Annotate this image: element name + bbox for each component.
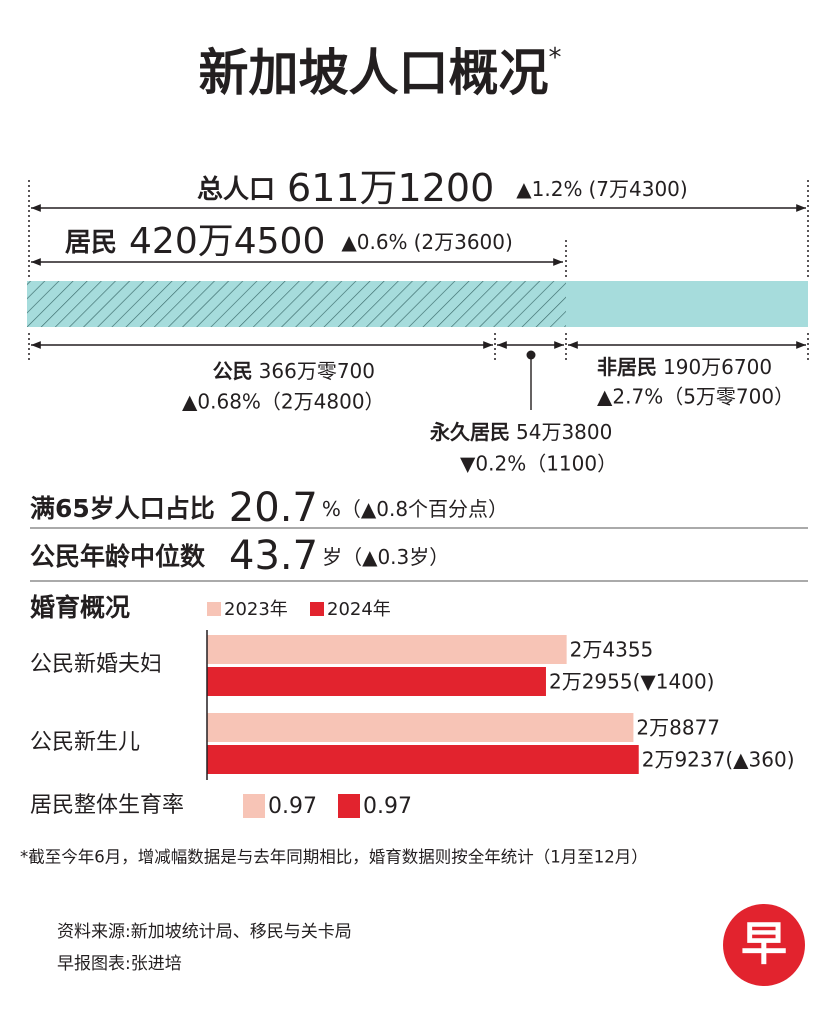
bar (207, 745, 639, 774)
change: ▲1.2% (516, 177, 582, 201)
label: 公民年龄中位数 (30, 542, 206, 571)
value-label-group: 2万9237(▲360) (642, 747, 795, 771)
value: 366万零700 (259, 359, 375, 383)
change-abs: (7万4300) (588, 177, 687, 201)
fertility-value: 0.97 (268, 794, 317, 819)
non-residents: 非居民 190万6700 (597, 355, 772, 379)
legend-swatch (310, 602, 324, 616)
label: 公民 (213, 359, 253, 383)
legend-swatch (207, 602, 221, 616)
label: 总人口 (197, 175, 275, 205)
permanent-residents: 永久居民 54万3800 (429, 420, 612, 444)
pr-change: ▼0.2%（1100） (460, 452, 617, 476)
title: 新加坡人口概况* (199, 43, 562, 102)
value-label: 2万8877 (636, 715, 720, 739)
title-mark: * (549, 43, 562, 73)
legend-label: 2023年 (224, 599, 288, 620)
label: 满65岁人口占比 (30, 494, 215, 523)
median-row: 公民年龄中位数 43.7 岁（▲0.3岁） (30, 533, 449, 579)
value-label-group: 2万2955(▼1400) (549, 669, 715, 693)
value-label: 2万9237 (642, 747, 726, 771)
footnote: *截至今年6月，增减幅数据是与去年同期相比，婚育数据则按全年统计（1月至12月） (20, 848, 648, 867)
value: 190万6700 (663, 355, 772, 379)
label: 居民 (65, 228, 117, 258)
logo-circle (723, 904, 805, 986)
change: ▲0.6% (341, 230, 407, 254)
citizens-change: ▲0.68%（2万4800） (182, 390, 385, 414)
residents-row: 居民 420万4500 ▲0.6% (2万3600) (65, 221, 513, 262)
bar (207, 667, 546, 696)
fertility-swatch (338, 794, 360, 818)
legend-label: 2024年 (327, 599, 391, 620)
non-residents-bar (566, 281, 808, 327)
value: 43.7 (229, 533, 318, 579)
unit: %（▲0.8个百分点） (322, 497, 508, 521)
value-label: 2万2955 (549, 669, 633, 693)
fertility: 0.97 0.97 (243, 794, 412, 819)
category-label: 公民新婚夫妇 (30, 652, 162, 677)
fertility-swatch (243, 794, 265, 818)
value-label-group: 2万8877 (636, 715, 720, 739)
credit: 早报图表:张进培 (57, 954, 182, 974)
category-label: 公民新生儿 (30, 730, 140, 755)
population-guides (27, 180, 809, 410)
source: 资料来源:新加坡统计局、移民与关卡局 (57, 922, 352, 942)
citizens: 公民 366万零700 (213, 359, 375, 383)
chart-title: 婚育概况 (30, 593, 130, 622)
logo: 早 (741, 917, 787, 971)
unit: 岁（▲0.3岁） (322, 545, 449, 569)
residents-bar (27, 281, 566, 327)
fertility-value: 0.97 (363, 794, 412, 819)
value: 54万3800 (516, 420, 612, 444)
non-residents-change: ▲2.7%（5万零700） (597, 385, 794, 409)
total-row: 总人口 611万1200 ▲1.2% (7万4300) (197, 166, 688, 210)
label: 非居民 (597, 355, 657, 379)
value-label: 2万4355 (570, 637, 654, 661)
fertility-label: 居民整体生育率 (30, 793, 184, 818)
aged-row: 满65岁人口占比 20.7 %（▲0.8个百分点） (30, 485, 508, 531)
change-abs: (2万3600) (414, 230, 513, 254)
value: 420万4500 (129, 221, 325, 262)
bar (207, 635, 567, 664)
bar (207, 713, 634, 742)
change-label: (▲360) (725, 747, 794, 771)
title-text: 新加坡人口概况 (199, 44, 549, 102)
value-label-group: 2万4355 (570, 637, 654, 661)
value: 20.7 (229, 485, 318, 531)
value: 611万1200 (287, 166, 494, 210)
label: 永久居民 (429, 420, 510, 444)
change-label: (▼1400) (633, 669, 715, 693)
